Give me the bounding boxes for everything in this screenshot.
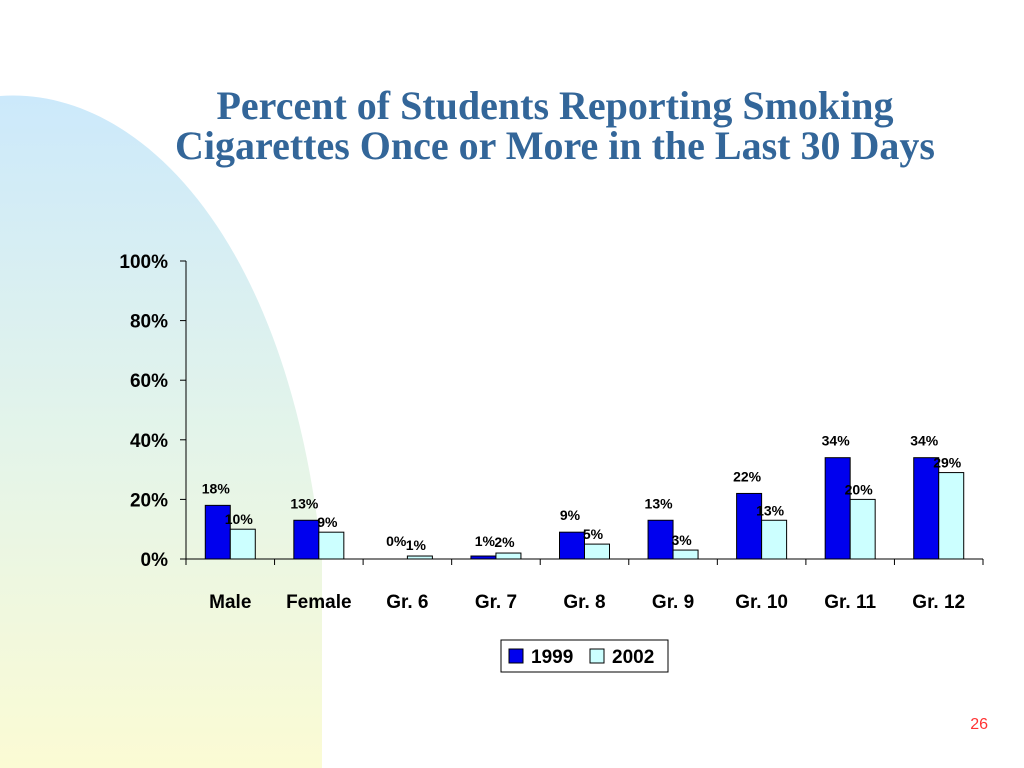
- data-label: 5%: [583, 526, 604, 542]
- data-label: 1%: [475, 533, 496, 549]
- bar-2002-gr-8: [584, 543, 610, 560]
- x-category-label: Male: [209, 592, 251, 613]
- bar-1999-gr-7: [470, 555, 497, 560]
- y-tick-label: 20%: [130, 490, 168, 511]
- y-tick-label: 0%: [141, 550, 169, 571]
- legend-label-1999: 1999: [531, 647, 573, 668]
- legend-label-2002: 2002: [612, 647, 654, 668]
- x-category-label: Gr. 8: [563, 592, 605, 613]
- data-label: 20%: [845, 481, 874, 497]
- legend-swatch-1999: [508, 648, 524, 664]
- data-label: 34%: [910, 433, 939, 449]
- slide-number: 26: [970, 716, 988, 733]
- data-label: 1%: [406, 537, 427, 553]
- bar-2002-gr-7: [495, 552, 522, 560]
- x-category-label: Gr. 9: [652, 592, 694, 613]
- data-label: 18%: [202, 480, 231, 496]
- x-category-label: Gr. 12: [912, 592, 965, 613]
- bar-1999-gr-10: [736, 492, 763, 560]
- data-label: 9%: [317, 514, 338, 530]
- legend-box: [500, 639, 669, 673]
- bar-1999-gr-8: [559, 531, 585, 560]
- bar-1999-gr-11: [824, 457, 851, 560]
- y-tick-label: 40%: [130, 431, 168, 452]
- data-label: 34%: [822, 433, 851, 449]
- data-label: 10%: [225, 511, 254, 527]
- bar-2002-gr-6: [406, 555, 433, 560]
- bar-2002-female: [318, 531, 345, 560]
- data-label: 0%: [386, 533, 407, 549]
- data-label: 22%: [733, 468, 762, 484]
- data-label: 9%: [560, 507, 581, 523]
- data-label: 3%: [671, 532, 692, 548]
- slide-title-line-1: Percent of Students Reporting Smoking: [216, 83, 894, 128]
- slide-title: Percent of Students Reporting Smoking Ci…: [100, 86, 1010, 166]
- bar-1999-gr-9: [647, 519, 674, 560]
- data-label: 2%: [494, 534, 515, 550]
- bar-2002-male: [229, 528, 256, 560]
- x-category-label: Gr. 11: [824, 592, 876, 613]
- legend-swatch-2002: [589, 648, 605, 664]
- data-label: 13%: [645, 495, 674, 511]
- x-category-label: Gr. 10: [735, 592, 788, 613]
- data-label: 29%: [933, 455, 962, 471]
- bar-2002-gr-9: [672, 549, 699, 560]
- bar-2002-gr-10: [761, 519, 788, 560]
- y-tick-label: 80%: [130, 312, 168, 333]
- x-category-label: Female: [286, 592, 351, 613]
- data-label: 13%: [756, 502, 785, 518]
- x-category-label: Gr. 7: [475, 592, 517, 613]
- slide-title-line-2: Cigarettes Once or More in the Last 30 D…: [175, 123, 935, 168]
- y-tick-label: 100%: [119, 252, 168, 273]
- y-tick-label: 60%: [130, 371, 168, 392]
- x-category-label: Gr. 6: [386, 592, 428, 613]
- background-quarter-circle: [0, 95, 322, 768]
- bar-1999-female: [293, 519, 320, 560]
- bar-1999-gr-12: [913, 457, 940, 560]
- bar-2002-gr-12: [938, 472, 965, 560]
- bar-2002-gr-11: [849, 498, 876, 560]
- data-label: 13%: [290, 495, 319, 511]
